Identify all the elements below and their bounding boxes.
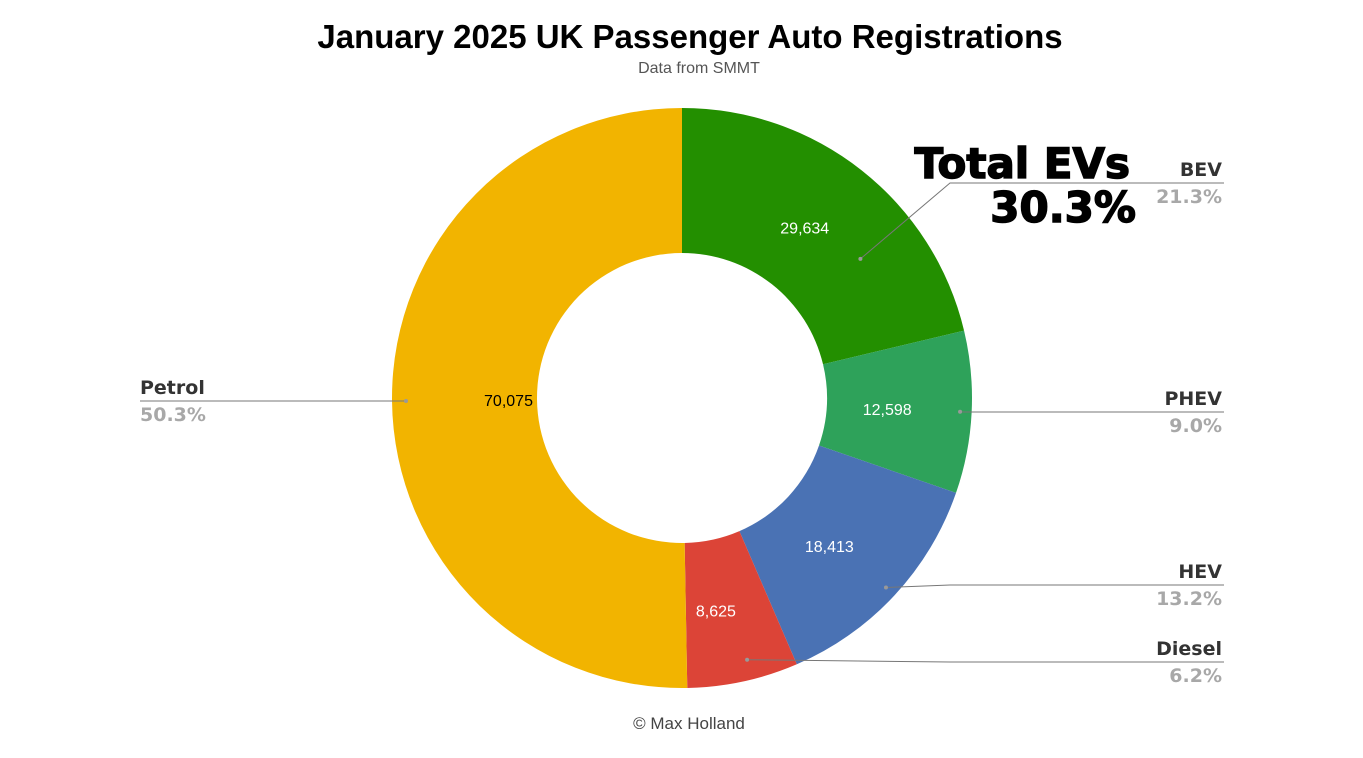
percent-label-petrol: 50.3% bbox=[140, 404, 206, 426]
chart-subtitle: Data from SMMT bbox=[638, 60, 760, 77]
slice-hev bbox=[739, 445, 957, 665]
leader-dot-hev bbox=[883, 585, 888, 590]
slice-diesel bbox=[684, 531, 797, 688]
value-label-petrol: 70,075 bbox=[484, 393, 533, 410]
percent-label-hev: 13.2% bbox=[1156, 588, 1222, 610]
total-evs-label: Total EVs bbox=[914, 139, 1130, 188]
leader-dot-phev bbox=[958, 409, 963, 414]
category-label-bev: BEV bbox=[1180, 159, 1222, 181]
percent-label-bev: 21.3% bbox=[1156, 186, 1222, 208]
copyright-footer: © Max Holland bbox=[633, 714, 745, 733]
leader-line-hev bbox=[885, 584, 1224, 588]
leader-line-diesel bbox=[747, 659, 1224, 663]
value-label-hev: 18,413 bbox=[805, 539, 854, 556]
leader-dot-diesel bbox=[745, 657, 750, 662]
category-labels-group: BEV 21.3% PHEV 9.0% HEV 13.2% Diesel 6.2% Petrol… bbox=[140, 159, 1222, 687]
slice-phev bbox=[819, 330, 972, 493]
slice-bev bbox=[682, 108, 965, 365]
percent-label-phev: 9.0% bbox=[1169, 415, 1222, 437]
percent-label-diesel: 6.2% bbox=[1169, 665, 1222, 687]
value-label-phev: 12,598 bbox=[863, 402, 912, 419]
leader-lines-group bbox=[140, 182, 1224, 663]
leader-line-bev bbox=[860, 182, 1224, 260]
value-labels-group: 29,634 12,598 18,413 8,625 70,075 bbox=[484, 220, 912, 620]
category-label-hev: HEV bbox=[1178, 561, 1222, 583]
leader-dot-bev bbox=[858, 256, 863, 261]
category-label-phev: PHEV bbox=[1164, 388, 1222, 410]
chart-title: January 2025 UK Passenger Auto Registrat… bbox=[317, 18, 1062, 55]
leader-dot-petrol bbox=[404, 399, 408, 403]
slices-group bbox=[391, 108, 972, 688]
category-label-petrol: Petrol bbox=[140, 377, 205, 399]
slice-petrol bbox=[391, 108, 688, 688]
value-label-diesel: 8,625 bbox=[696, 604, 736, 621]
value-label-bev: 29,634 bbox=[780, 220, 829, 237]
total-evs-value: 30.3% bbox=[990, 183, 1136, 232]
category-label-diesel: Diesel bbox=[1156, 638, 1222, 660]
